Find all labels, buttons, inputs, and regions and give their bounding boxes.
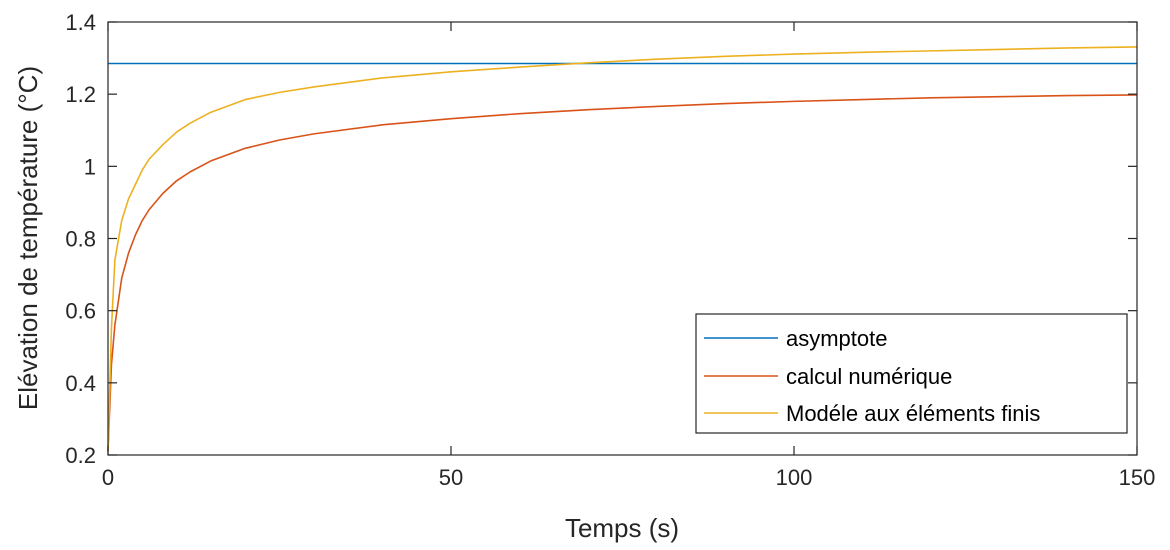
- legend: asymptote calcul numérique Modéle aux élém…: [696, 314, 1127, 433]
- legend-label-2: Modéle aux éléments finis: [786, 401, 1040, 426]
- x-axis-title: Temps (s): [565, 513, 679, 543]
- x-tick-label: 100: [776, 465, 813, 490]
- legend-label-0: asymptote: [786, 326, 888, 351]
- y-tick-label: 0.2: [65, 443, 96, 468]
- y-tick-label: 0.6: [65, 299, 96, 324]
- y-axis-title: Elévation de température (°C): [13, 66, 43, 410]
- y-tick-label: 1.4: [65, 10, 96, 35]
- x-tick-label: 0: [102, 465, 114, 490]
- legend-label-1: calcul numérique: [786, 364, 952, 389]
- x-tick-label: 50: [439, 465, 463, 490]
- y-tick-label: 0.4: [65, 371, 96, 396]
- y-tick-label: 1.2: [65, 82, 96, 107]
- y-tick-label: 0.8: [65, 227, 96, 252]
- x-tick-label: 150: [1119, 465, 1156, 490]
- y-tick-label: 1: [84, 154, 96, 179]
